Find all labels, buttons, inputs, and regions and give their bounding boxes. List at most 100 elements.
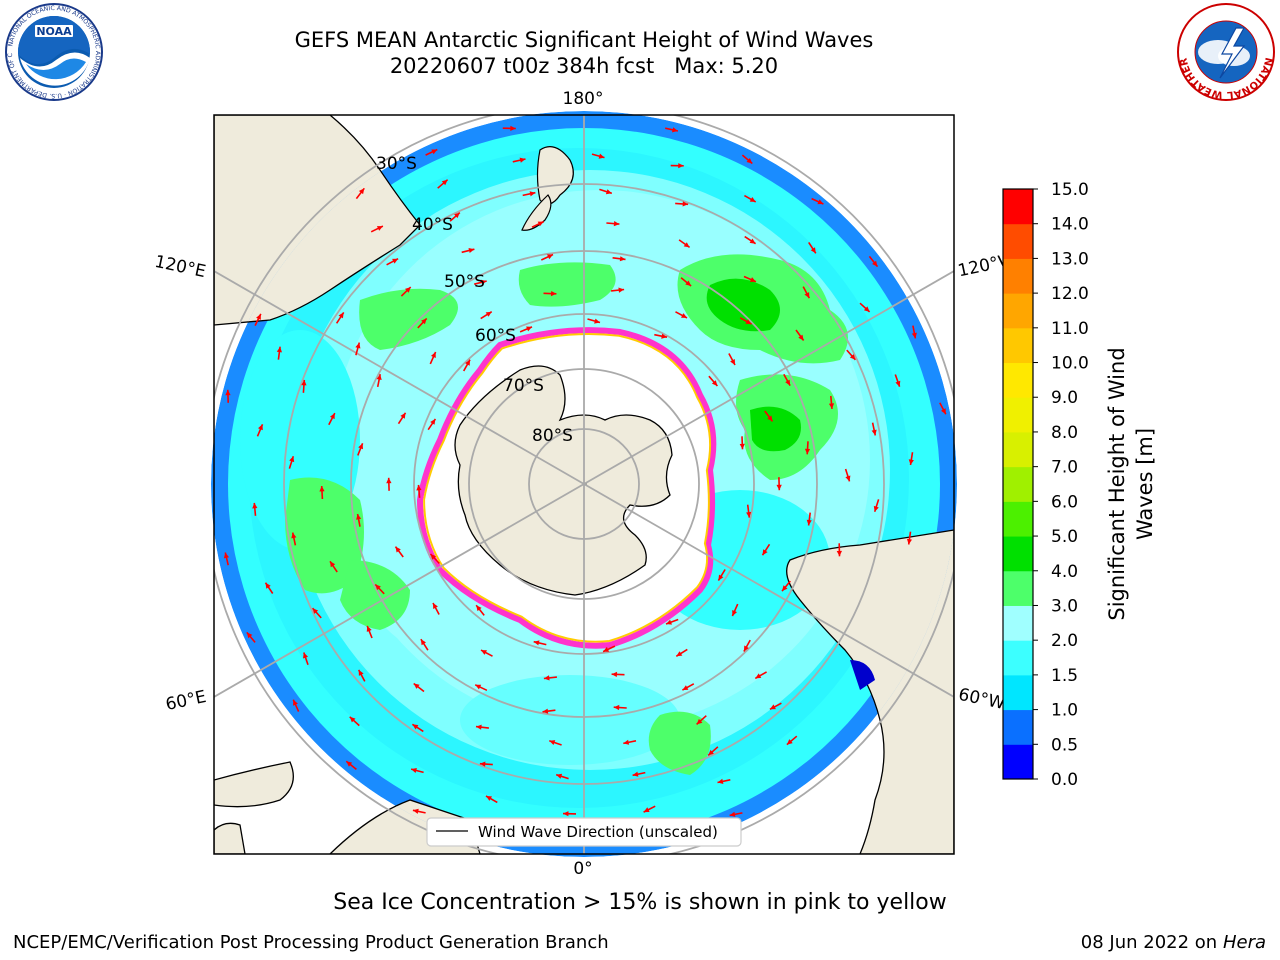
wave-arrow-head xyxy=(717,778,724,784)
colorbar-tick-label: 14.0 xyxy=(1051,215,1089,235)
wave-arrow-head xyxy=(619,256,626,262)
wave-arrow-head xyxy=(782,585,788,592)
wave-arrow-head xyxy=(743,645,749,652)
wave-arrow-head xyxy=(375,584,381,591)
wave-arrow-head xyxy=(767,415,773,422)
wave-arrow-head xyxy=(413,683,420,689)
colorbar-segments xyxy=(1003,189,1033,780)
wave-arrow-head xyxy=(256,313,261,320)
wave-arrow-head xyxy=(421,318,427,325)
lat-label-40s: 40°S xyxy=(412,215,453,235)
colorbar-tick-label: 2.0 xyxy=(1051,631,1078,651)
colorbar-segment xyxy=(1003,293,1033,329)
wave-arrow-head xyxy=(911,332,917,339)
wave-arrow-head xyxy=(556,773,563,779)
wave-arrow-head xyxy=(786,739,793,745)
colorbar-segment xyxy=(1003,570,1033,606)
colorbar-tick-label: 8.0 xyxy=(1051,423,1078,443)
colorbar-segment xyxy=(1003,431,1033,468)
colorbar-segment xyxy=(1003,362,1033,398)
wave-arrow-head xyxy=(718,574,724,581)
colorbar-tick-label: 9.0 xyxy=(1051,388,1078,408)
wave-arrow-head xyxy=(519,157,526,163)
wave-arrow-head xyxy=(798,334,804,341)
wave-arrow-head xyxy=(400,412,406,419)
wave-arrow-head xyxy=(412,808,419,814)
wave-arrow-head xyxy=(681,313,687,318)
sea-ice-note: Sea Ice Concentration > 15% is shown in … xyxy=(333,890,947,915)
wave-arrow-head xyxy=(746,158,753,164)
wave-arrow-head xyxy=(908,459,914,465)
wave-arrow-head xyxy=(769,704,776,710)
wave-arrow-head xyxy=(291,532,297,539)
wave-arrow-head xyxy=(358,443,363,450)
wave-arrow-head xyxy=(605,189,612,195)
wave-arrow-head xyxy=(863,306,870,312)
wave-arrow-head xyxy=(392,258,399,264)
wave-arrow-head xyxy=(696,718,703,725)
colorbar-tick-label: 12.0 xyxy=(1051,284,1089,304)
wave-arrow-head xyxy=(676,651,683,657)
footer-host: Hera xyxy=(1222,932,1266,953)
wave-arrow-head xyxy=(486,796,492,801)
colorbar-tick-label: 1.5 xyxy=(1051,666,1078,686)
wave-arrow-head xyxy=(356,514,362,520)
wave-arrow-head xyxy=(246,632,253,639)
colorbar-segment xyxy=(1003,466,1033,502)
wave-arrow-head xyxy=(476,605,482,612)
wave-arrow-head xyxy=(594,318,600,324)
wave-arrow-head xyxy=(475,684,482,690)
wave-arrow-head xyxy=(430,418,436,425)
wave-arrow-head xyxy=(411,768,417,773)
wave-arrow-head xyxy=(804,448,811,455)
colorbar-segment xyxy=(1003,501,1033,537)
colorbar-tick-label: 5.0 xyxy=(1051,527,1078,547)
wave-arrow-head xyxy=(405,287,411,293)
footer-org: NCEP/EMC/Verification Post Processing Pr… xyxy=(13,932,609,953)
wave-arrow-head xyxy=(906,538,912,545)
footer-date-text: 08 Jun 2022 on xyxy=(1080,932,1218,953)
wave-arrow-head xyxy=(543,675,550,681)
wave-arrow-head xyxy=(330,413,335,420)
wave-arrow-head xyxy=(732,610,737,616)
colorbar-frame xyxy=(1002,188,1034,780)
colorbar-segment xyxy=(1003,744,1033,780)
wave-arrow-head xyxy=(598,153,605,159)
wave-arrow-head xyxy=(550,291,557,297)
wave-arrow-head xyxy=(526,326,532,332)
wave-arrow-head xyxy=(749,277,756,282)
wave-arrow-head xyxy=(746,511,752,518)
colorbar-segment xyxy=(1003,258,1033,294)
wave-arrow-head xyxy=(312,608,319,614)
lat-label-60s: 60°S xyxy=(475,326,516,346)
wave-arrow-head xyxy=(711,380,718,386)
colorbar-tick-label: 15.0 xyxy=(1051,180,1089,200)
colorbar-segment xyxy=(1003,223,1033,259)
chart-subtitle: 20220607 t00z 384h fcst Max: 5.20 xyxy=(389,54,779,78)
wave-arrow-head xyxy=(817,199,824,205)
wave-arrow-head xyxy=(845,475,851,482)
wave-arrow-head xyxy=(366,625,372,632)
wave-arrow-head xyxy=(431,352,436,358)
wave-arrow-head xyxy=(330,561,336,568)
lon-label-180: 180° xyxy=(563,89,604,109)
colorbar-label-line1: Significant Height of Wind xyxy=(1105,347,1129,620)
wave-arrow-head xyxy=(289,456,295,463)
wave-arrow-head xyxy=(303,652,308,659)
wave-arrow-head xyxy=(785,379,791,386)
wave-arrow-head xyxy=(623,739,630,745)
colorbar-tick-label: 10.0 xyxy=(1051,354,1089,374)
colorbar-tick-label: 13.0 xyxy=(1051,249,1089,269)
wave-arrow-head xyxy=(485,311,492,317)
wave-arrow-head xyxy=(739,443,745,450)
wave-arrow-head xyxy=(661,333,667,339)
wave-arrow-head xyxy=(563,811,569,817)
wave-arrow-head xyxy=(454,212,460,219)
colorbar-segment xyxy=(1003,605,1033,641)
colorbar-segment xyxy=(1003,327,1033,364)
wave-arrow-head xyxy=(806,519,812,526)
wave-arrow-head xyxy=(433,603,438,609)
nws-logo: NATIONAL WEATHER SERVICE xyxy=(1172,0,1276,106)
colorbar-segment xyxy=(1003,674,1033,711)
